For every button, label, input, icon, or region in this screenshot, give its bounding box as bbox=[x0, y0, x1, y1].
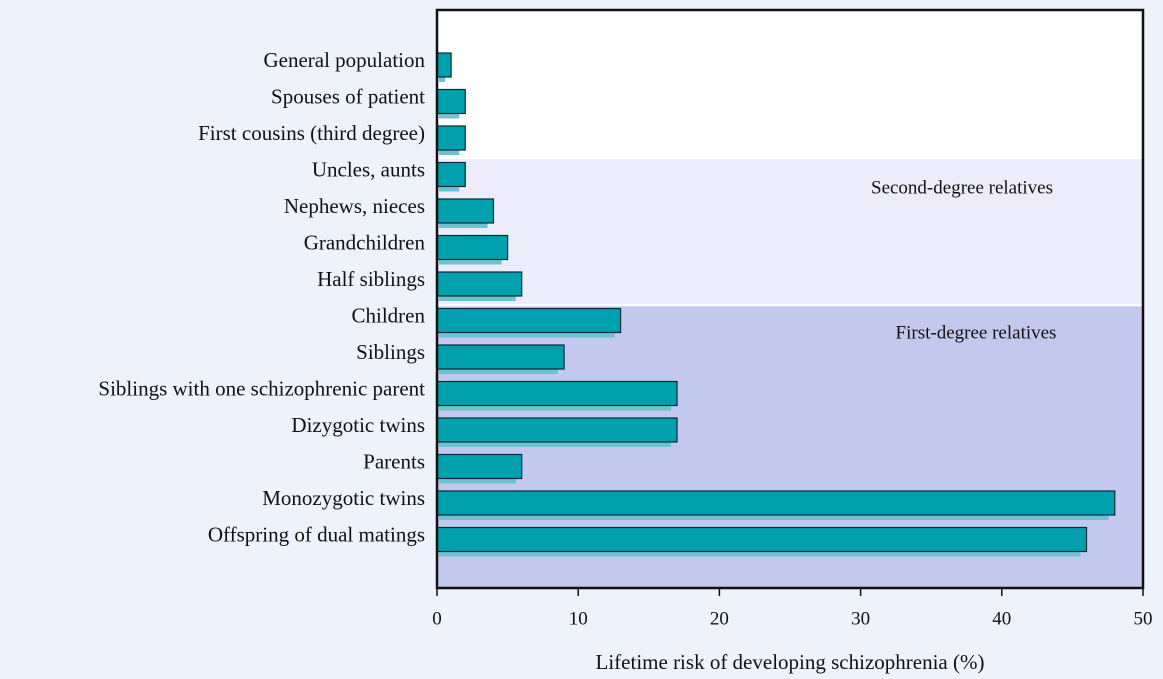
bar bbox=[436, 307, 622, 334]
bar bbox=[436, 88, 466, 115]
bar bbox=[436, 125, 466, 151]
y-tick-label: First cousins (third degree) bbox=[198, 121, 425, 145]
bar bbox=[436, 234, 509, 261]
y-tick-label: Parents bbox=[363, 449, 425, 473]
y-tick-label: Dizygotic twins bbox=[291, 413, 425, 437]
bar bbox=[436, 161, 466, 188]
bar bbox=[436, 417, 678, 443]
region-label: First-degree relatives bbox=[896, 323, 1057, 344]
bar bbox=[436, 271, 523, 297]
x-tick-label: 0 bbox=[432, 608, 442, 629]
region-label: Second-degree relatives bbox=[871, 178, 1053, 199]
y-tick-label: Grandchildren bbox=[304, 230, 426, 254]
plot-frame bbox=[435, 8, 1145, 590]
y-tick-label: Offspring of dual matings bbox=[208, 522, 425, 546]
bar bbox=[436, 453, 523, 480]
bar bbox=[436, 198, 495, 224]
x-tick-label: 30 bbox=[851, 608, 870, 629]
bar bbox=[436, 344, 565, 370]
bar bbox=[436, 490, 1116, 516]
y-tick-label: Uncles, aunts bbox=[312, 157, 425, 181]
y-tick-label: Monozygotic twins bbox=[262, 486, 425, 510]
x-tick-label: 10 bbox=[569, 608, 588, 629]
bar bbox=[436, 380, 678, 407]
x-tick-label: 20 bbox=[710, 608, 729, 629]
bar bbox=[436, 52, 452, 78]
y-tick-label: Spouses of patient bbox=[271, 84, 425, 108]
y-tick-label: Nephews, nieces bbox=[284, 194, 425, 218]
x-axis-label: Lifetime risk of developing schizophreni… bbox=[596, 650, 985, 674]
bar bbox=[436, 526, 1088, 553]
y-tick-label: Siblings bbox=[356, 340, 425, 364]
x-tick-label: 50 bbox=[1134, 608, 1153, 629]
x-tick-label: 40 bbox=[992, 608, 1011, 629]
region-second-degree bbox=[437, 159, 1143, 305]
y-tick-label: Children bbox=[352, 303, 426, 327]
y-tick-label: Siblings with one schizophrenic parent bbox=[98, 376, 425, 400]
y-tick-label: General population bbox=[263, 48, 425, 72]
y-tick-label: Half siblings bbox=[317, 267, 425, 291]
